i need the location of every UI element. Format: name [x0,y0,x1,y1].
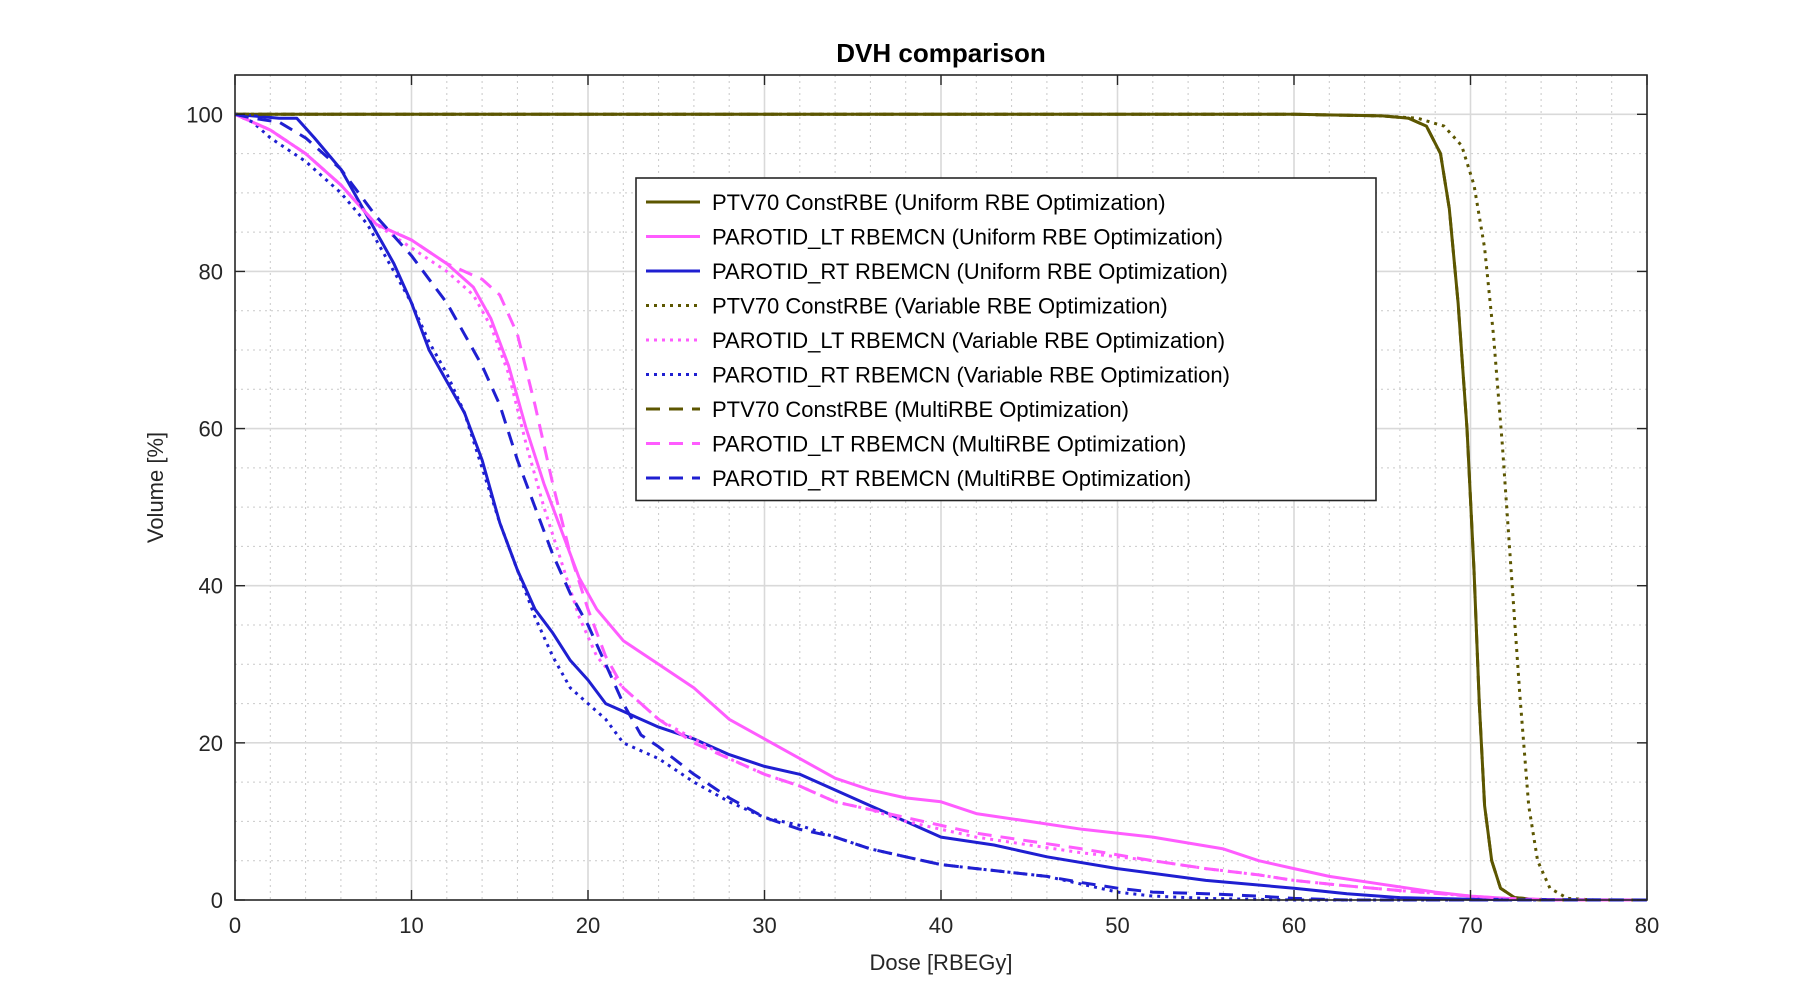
x-tick-label: 20 [576,913,600,938]
y-tick-labels: 0 20 40 60 80 100 [186,102,223,913]
x-tick-label: 60 [1282,913,1306,938]
legend-box [635,177,1377,502]
x-axis-label: Dose [RBEGy] [869,950,1012,975]
y-tick-label: 40 [199,574,223,599]
legend-label: PTV70 ConstRBE (MultiRBE Optimization) [712,397,1129,422]
x-tick-label: 50 [1105,913,1129,938]
x-tick-label: 80 [1635,913,1659,938]
chart-title: DVH comparison [836,38,1046,68]
x-tick-label: 10 [399,913,423,938]
x-tick-labels: 0 10 20 30 40 50 60 70 80 [229,913,1659,938]
tick-marks [234,75,1648,901]
legend: PTV70 ConstRBE (Uniform RBE Optimization… [635,177,1377,502]
y-tick-label: 80 [199,259,223,284]
legend-label: PAROTID_RT RBEMCN (MultiRBE Optimization… [712,466,1191,491]
y-axis-label: Volume [%] [143,432,168,543]
y-tick-label: 20 [199,731,223,756]
x-tick-label: 0 [229,913,241,938]
series-lines [234,112,1648,902]
legend-label: PAROTID_RT RBEMCN (Variable RBE Optimiza… [712,363,1230,388]
series-line-6 [234,112,1647,902]
legend-label: PAROTID_LT RBEMCN (Uniform RBE Optimizat… [712,225,1223,250]
legend-label: PTV70 ConstRBE (Uniform RBE Optimization… [712,190,1166,215]
legend-label: PAROTID_RT RBEMCN (Uniform RBE Optimizat… [712,259,1228,284]
y-tick-label: 100 [186,102,223,127]
y-tick-label: 60 [199,417,223,442]
x-tick-label: 30 [752,913,776,938]
series-line-7 [235,112,1647,902]
series-line-2 [234,112,1647,902]
x-tick-label: 40 [929,913,953,938]
series-line-3 [234,112,1648,902]
legend-label: PTV70 ConstRBE (Variable RBE Optimizatio… [712,294,1168,319]
y-tick-label: 0 [211,888,223,913]
legend-label: PAROTID_LT RBEMCN (MultiRBE Optimization… [712,432,1186,457]
series-line-8 [234,112,1647,902]
legend-label: PAROTID_LT RBEMCN (Variable RBE Optimiza… [712,328,1225,353]
x-tick-label: 70 [1458,913,1482,938]
